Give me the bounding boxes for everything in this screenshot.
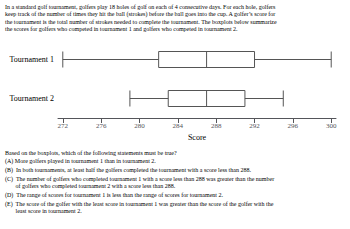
svg-text:(E) The score of the golfer w: (E) The score of the golfer with the lea…	[5, 201, 274, 208]
svg-text:the tournament is the total nu: the tournament is the total number of st…	[5, 19, 277, 25]
svg-text:276: 276	[96, 122, 107, 130]
svg-text:272: 272	[58, 122, 69, 130]
svg-text:Tournament 2: Tournament 2	[9, 94, 54, 103]
svg-text:296: 296	[288, 122, 299, 130]
svg-text:292: 292	[249, 122, 260, 130]
svg-text:Tournament 1: Tournament 1	[9, 55, 54, 64]
svg-text:keep track of the number of ti: keep track of the number of times they h…	[5, 11, 275, 18]
svg-text:284: 284	[173, 122, 184, 130]
svg-text:(D) The range of scores for t: (D) The range of scores for tournament 1…	[5, 192, 223, 199]
svg-text:Based on the boxplots, which o: Based on the boxplots, which of the foll…	[5, 150, 177, 156]
svg-text:288: 288	[211, 122, 222, 130]
svg-text:Score: Score	[188, 133, 207, 142]
svg-text:300: 300	[326, 122, 337, 130]
svg-text:280: 280	[134, 122, 145, 130]
svg-text:(C) The number of golfers who: (C) The number of golfers who completed …	[5, 176, 274, 183]
svg-text:least score in tournament 2.: least score in tournament 2.	[5, 208, 82, 214]
svg-text:In a standard golf tournament,: In a standard golf tournament, golfers p…	[5, 4, 276, 10]
svg-text:(B) In both tournaments, at l: (B) In both tournaments, at least half t…	[5, 167, 251, 174]
svg-text:of golfers who completed tourn: of golfers who completed tournament 2 wi…	[5, 183, 176, 189]
svg-text:the scores for golfers who com: the scores for golfers who competed in t…	[5, 26, 238, 32]
svg-text:(A) More golfers played in tou: (A) More golfers played in tournament 1 …	[5, 158, 156, 165]
